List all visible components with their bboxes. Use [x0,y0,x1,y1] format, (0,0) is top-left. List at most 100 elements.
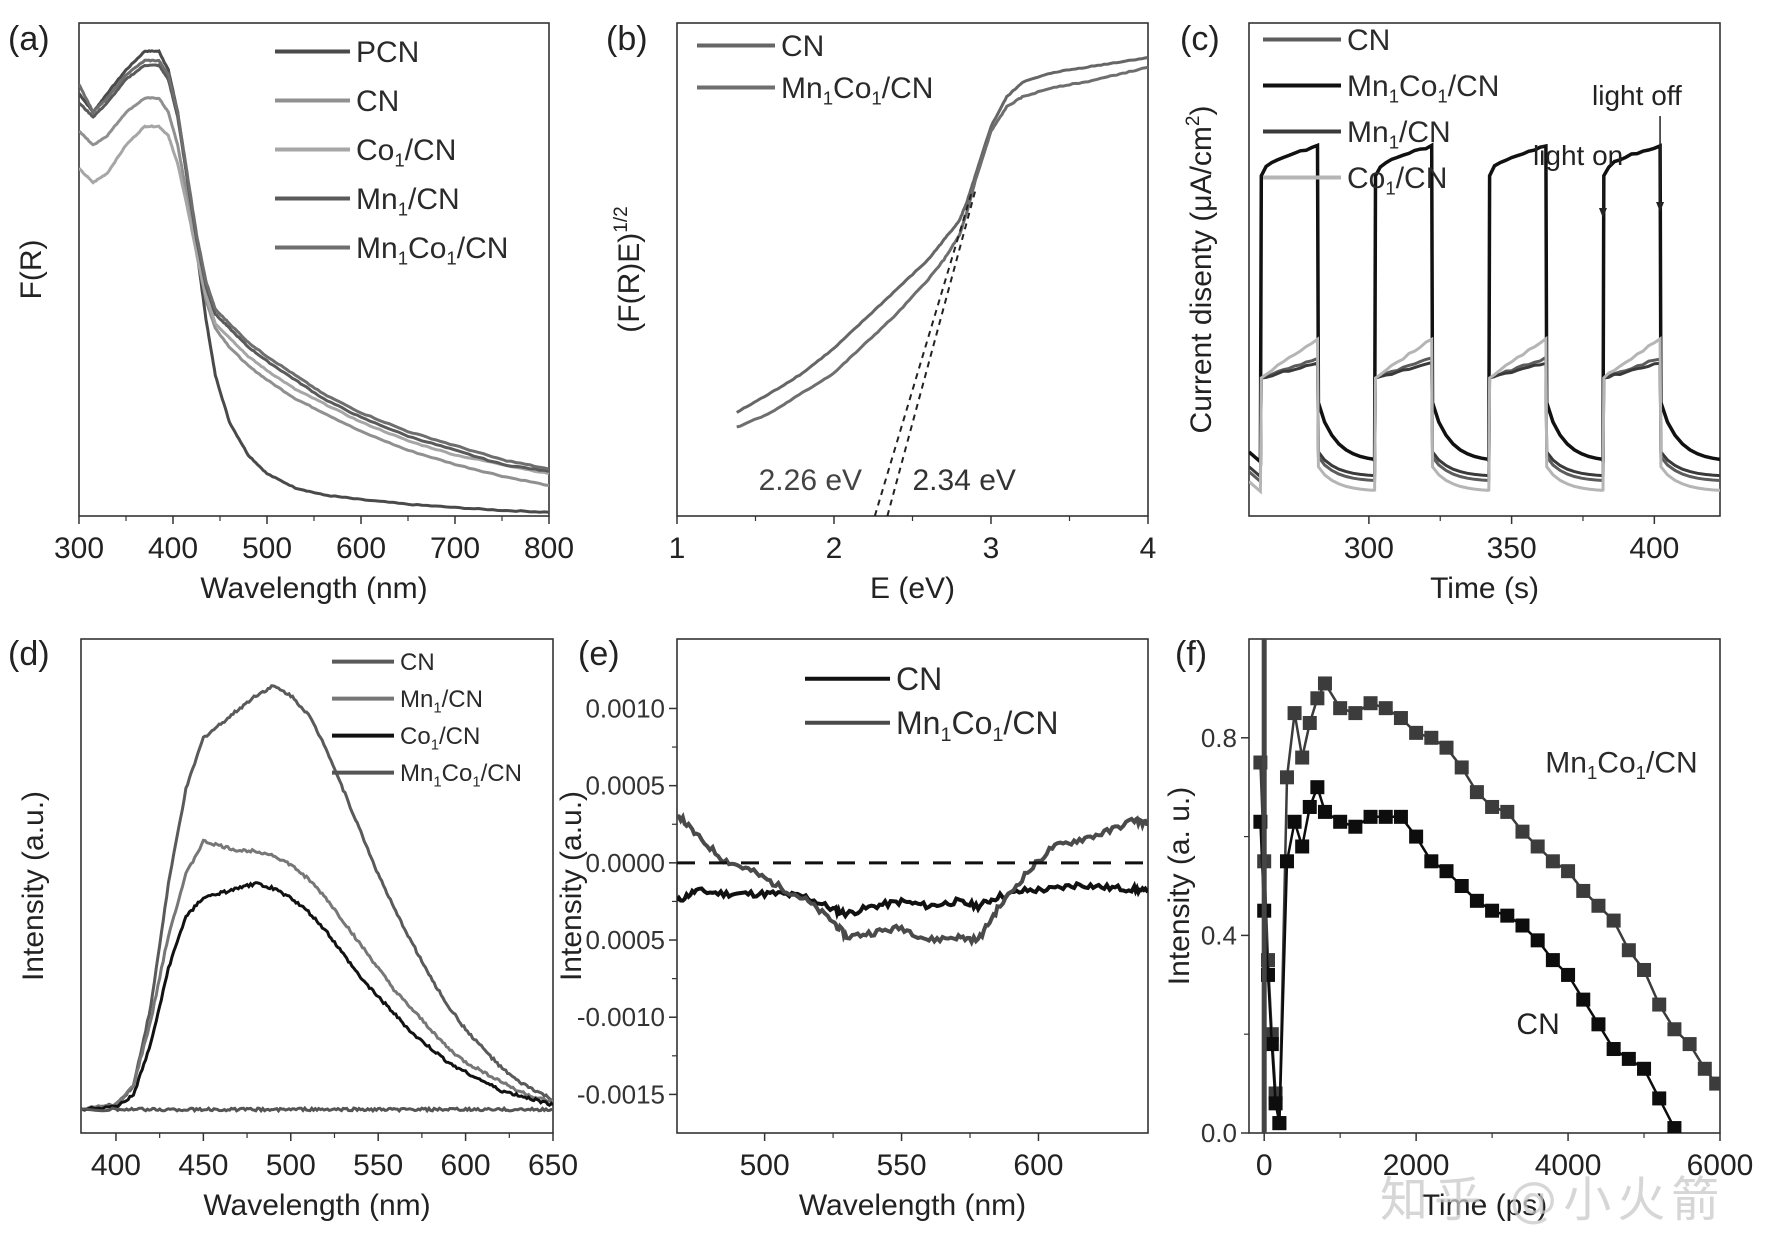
legend-item: Co1/CN [1263,162,1447,199]
x-tick-label: 3 [983,532,1000,565]
watermark: 知乎 @小火箭 [1380,1172,1726,1228]
legend-label: CN [896,661,942,697]
y-tick-label: -0.0010 [577,1002,665,1032]
text-part: CN [896,661,942,697]
x-tick-label: 600 [1013,1149,1063,1182]
text-part: Mn [781,72,823,105]
data-point-Mn1Co1-CN [1317,676,1332,691]
data-point-Mn1Co1-CN [1378,701,1393,716]
y-axis-label: Intensity (a.u.) [17,791,50,981]
text-part: Mn [896,705,940,741]
legend-label: Co1/CN [1347,162,1447,199]
text-part: Co [400,723,431,750]
legend-label: Mn1Co1/CN [896,705,1059,746]
x-tick-label: 450 [178,1149,228,1182]
panel-a: (a) 300 400 500 600 700 800 Wavelength (nm) F(R)… [8,20,574,605]
legend-item: Mn1Co1/CN [697,72,933,109]
plot-frame [676,638,1149,1134]
legend-label: Mn1Co1/CN [400,760,522,790]
data-point-Mn1Co1-CN [1279,770,1294,785]
x-tick-label: 800 [524,532,574,565]
text-part: /CN [457,232,509,265]
x-axis-label: Time (ps) [1422,1189,1548,1222]
series-line-CN [81,684,553,1112]
legend: CN Mn1Co1/CN Mn1/CN Co1/CN [1263,24,1499,199]
text-part: Co [833,72,871,105]
subscript: 1 [940,724,951,746]
data-point-Mn1Co1-CN [1667,1022,1682,1037]
data-point-CN [1264,1037,1279,1052]
legend-item: CN [275,85,399,118]
series-line-CN [735,56,1148,414]
legend-item: Co1/CN [332,723,480,753]
tangent-line [886,190,977,516]
x-tick-label: 1 [669,532,686,565]
text-part: Co [356,134,394,167]
y-label-superscript: 1/2 [611,206,632,232]
data-point-CN [1606,1042,1621,1057]
series-line-PCN [79,49,549,514]
plot-frame [80,638,554,1134]
legend-item: Mn1/CN [1263,116,1451,153]
data-point-Mn1Co1-CN [1500,804,1515,819]
series-line-Mn1-CN [81,838,553,1112]
series-line-Mn1Co1-CN [79,58,549,471]
y-label-superscript: 2 [1183,116,1204,127]
y-tick-label: 0.0 [1201,1118,1237,1148]
legend-item: PCN [275,36,419,69]
series-line-Co1-CN [79,124,549,476]
y-tick-label: 0.0000 [585,848,665,878]
legend-item: Mn1/CN [332,686,483,716]
series-line-CN [79,96,549,487]
subscript: 1 [823,88,833,109]
data-point-Mn1Co1-CN [1424,730,1439,745]
data-point-CN [1652,1091,1667,1106]
panel-b: (b) 1 2 3 4 E (eV) (F(R)E)1/2 2.26 eV 2.34 eV CN M… [606,20,1156,605]
plot-area [735,56,1148,516]
legend-item: CN [1263,24,1390,57]
annotation-light-on: light on [1533,140,1623,171]
text-part: PCN [356,36,419,69]
data-point-CN [1469,893,1484,908]
tangent-line [873,190,974,516]
y-axis-label: Intensity (a. u.) [1163,787,1196,985]
data-point-Mn1Co1-CN [1709,1076,1720,1091]
subscript: 1 [398,199,408,220]
x-tick-label: 400 [1629,532,1679,565]
data-point-CN [1287,814,1302,829]
data-point-CN [1317,804,1332,819]
plot-area [1249,142,1720,495]
panel-label: (d) [8,635,50,673]
text-part: Mn [1347,116,1389,149]
data-point-Mn1Co1-CN [1295,750,1310,765]
subscript: 1 [1636,762,1646,783]
annotation-bandgap-cn: 2.26 eV [759,464,862,497]
panel-d: (d) 400 450 500 550 600 650 Wavelength (nm) Inte… [8,635,578,1222]
text-part: Mn [400,686,433,713]
text-part: /CN [1646,746,1698,779]
panel-label: (f) [1175,635,1207,673]
data-point-Mn1Co1-CN [1606,913,1621,928]
data-point-CN [1530,933,1545,948]
data-point-CN [1500,908,1515,923]
x-tick-label: 400 [148,532,198,565]
x-tick-label: 550 [877,1149,927,1182]
data-point-Mn1Co1-CN [1469,785,1484,800]
x-axis-label: E (eV) [870,572,955,605]
legend-label: Mn1Co1/CN [1347,70,1499,107]
text-part: /CN [405,134,457,167]
panel-label: (a) [8,20,50,58]
y-label-text: Intensity (a.u.) [17,791,50,981]
data-point-Mn1Co1-CN [1363,696,1378,711]
data-point-Mn1Co1-CN [1591,898,1606,913]
text-part: Co [408,232,446,265]
x-axis-label: Time (s) [1430,572,1539,605]
series-line-Mn1Co1-CN [736,65,1148,429]
text-part: Mn [400,760,433,787]
x-tick-label: 2 [826,532,843,565]
y-tick-label: 0.8 [1201,723,1237,753]
x-tick-label: 300 [1344,532,1394,565]
data-point-Mn1Co1-CN [1576,883,1591,898]
legend-label: CN [356,85,399,118]
